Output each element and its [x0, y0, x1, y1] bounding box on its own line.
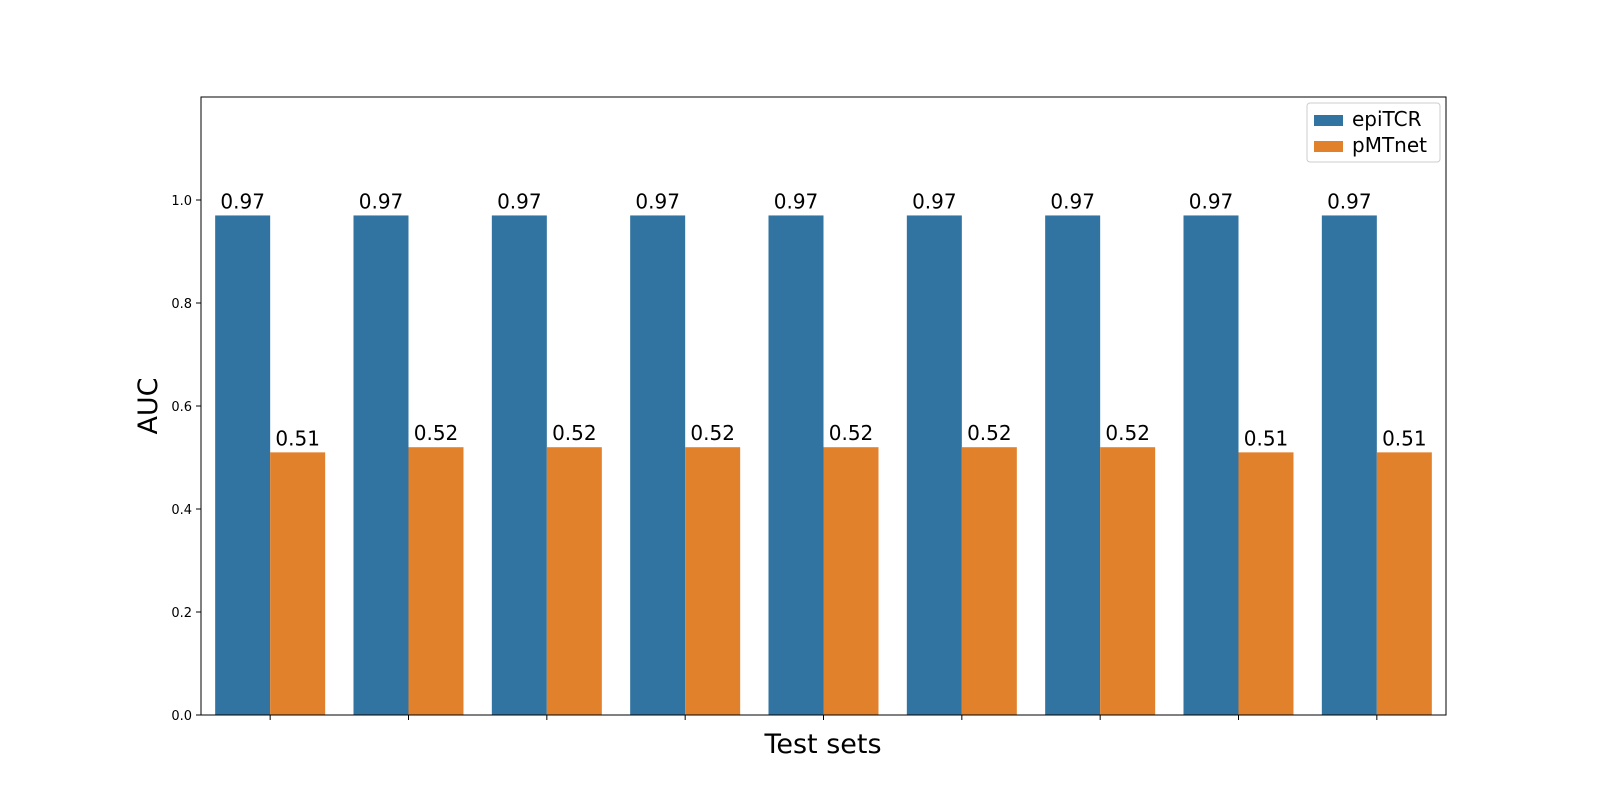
data-label-epitcr-9: 0.97 — [1327, 189, 1372, 213]
y-axis: 0.0 0.2 0.4 0.6 0.8 1.0 — [171, 194, 201, 724]
y-tick-label: 0.4 — [171, 503, 192, 518]
bar-epitcr-9 — [1321, 215, 1377, 715]
bar-pmtnet-6 — [961, 447, 1017, 715]
legend-swatch-epitcr — [1314, 115, 1343, 126]
data-label-pmtnet-8: 0.51 — [1244, 426, 1289, 450]
bar-pmtnet-2 — [408, 447, 464, 715]
data-label-pmtnet-9: 0.51 — [1382, 426, 1427, 450]
bar-epitcr-1 — [215, 215, 271, 715]
bar-epitcr-8 — [1183, 215, 1239, 715]
y-tick-label: 1.0 — [171, 194, 192, 209]
legend-label-epitcr: epiTCR — [1352, 107, 1422, 131]
data-label-epitcr-2: 0.97 — [359, 189, 404, 213]
data-label-pmtnet-7: 0.52 — [1105, 421, 1150, 445]
x-axis-title: Test sets — [763, 729, 881, 760]
y-tick-label: 0.0 — [171, 709, 192, 724]
data-label-pmtnet-3: 0.52 — [552, 421, 597, 445]
bar-pmtnet-1 — [270, 452, 326, 715]
bar-pmtnet-3 — [546, 447, 602, 715]
data-label-epitcr-4: 0.97 — [635, 189, 680, 213]
bar-pmtnet-9 — [1376, 452, 1432, 715]
x-axis — [269, 715, 1378, 720]
bar-pmtnet-4 — [685, 447, 741, 715]
data-label-pmtnet-6: 0.52 — [967, 421, 1012, 445]
data-label-epitcr-3: 0.97 — [497, 189, 542, 213]
data-label-pmtnet-1: 0.51 — [275, 426, 320, 450]
data-label-pmtnet-4: 0.52 — [690, 421, 735, 445]
bar-epitcr-3 — [491, 215, 547, 715]
data-label-pmtnet-5: 0.52 — [829, 421, 874, 445]
bar-epitcr-5 — [768, 215, 824, 715]
plot-frame — [200, 96, 1447, 716]
legend-label-pmtnet: pMTnet — [1352, 133, 1427, 157]
bar-epitcr-7 — [1045, 215, 1101, 715]
data-label-epitcr-8: 0.97 — [1189, 189, 1234, 213]
data-label-epitcr-1: 0.97 — [220, 189, 265, 213]
y-tick-label: 0.6 — [171, 400, 192, 415]
data-label-epitcr-7: 0.97 — [1050, 189, 1095, 213]
bar-pmtnet-8 — [1238, 452, 1294, 715]
legend-swatch-pmtnet — [1314, 141, 1343, 152]
bar-epitcr-6 — [906, 215, 962, 715]
data-label-epitcr-5: 0.97 — [774, 189, 819, 213]
bar-pmtnet-7 — [1100, 447, 1156, 715]
bar-epitcr-2 — [353, 215, 409, 715]
data-label-pmtnet-2: 0.52 — [414, 421, 459, 445]
data-label-epitcr-6: 0.97 — [912, 189, 957, 213]
bar-epitcr-4 — [630, 215, 686, 715]
y-tick-label: 0.2 — [171, 606, 192, 621]
bar-pmtnet-5 — [823, 447, 879, 715]
data-labels-group: 0.97 0.97 0.97 0.97 0.97 0.97 0.97 0.97 0.97 0.51… — [220, 189, 1426, 450]
y-tick-label: 0.8 — [171, 297, 192, 312]
y-axis-title: AUC — [133, 377, 164, 434]
bars-group — [215, 215, 1432, 715]
